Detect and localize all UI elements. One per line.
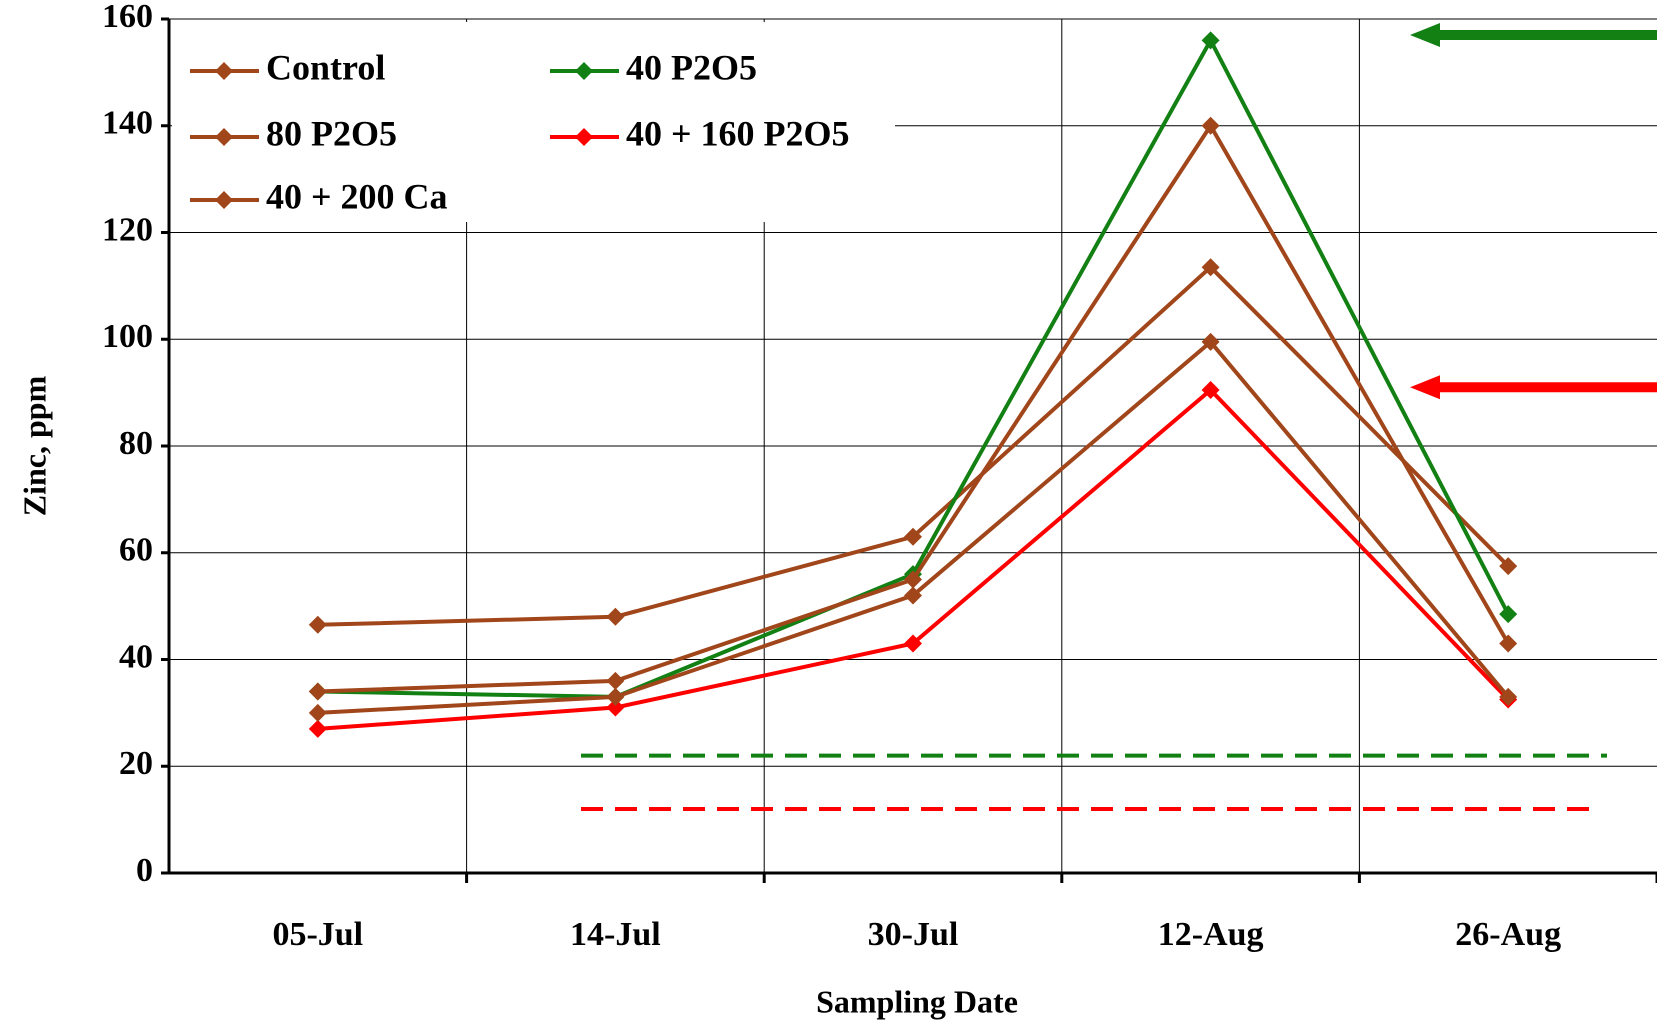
legend-label: 40 P2O5	[626, 47, 757, 87]
data-point	[308, 703, 327, 722]
y-tick-label: 0	[136, 852, 153, 889]
x-tick-label: 05-Jul	[272, 916, 363, 953]
y-tick-label: 160	[102, 0, 153, 35]
x-tick-label: 12-Aug	[1158, 916, 1264, 953]
x-tick-label: 26-Aug	[1455, 916, 1561, 953]
y-tick-label: 60	[119, 532, 153, 569]
x-axis-title: Sampling Date	[816, 983, 1018, 1019]
legend-marker	[575, 62, 593, 80]
data-point	[1201, 380, 1220, 399]
x-tick-label: 30-Jul	[868, 916, 959, 953]
legend-marker	[215, 128, 233, 146]
data-point	[308, 682, 327, 701]
legend-marker	[215, 62, 233, 80]
data-point	[1499, 634, 1518, 653]
legend-marker	[215, 191, 233, 209]
data-point	[606, 687, 625, 706]
data-point	[904, 586, 922, 605]
series-line	[317, 387, 1510, 731]
legend-label: 80 P2O5	[266, 113, 397, 153]
arrow	[1410, 375, 1657, 400]
data-point	[606, 607, 625, 626]
data-point	[1499, 687, 1518, 706]
data-point	[1499, 557, 1518, 576]
legend-label: 40 + 160 P2O5	[626, 113, 850, 153]
arrow	[1410, 23, 1657, 48]
y-tick-label: 100	[102, 318, 153, 355]
y-axis-title: Zinc, ppm	[16, 375, 52, 516]
legend-background	[172, 22, 895, 222]
data-point	[1201, 258, 1220, 277]
series-line	[317, 339, 1510, 715]
legend-label: Control	[266, 47, 385, 87]
legend-label: 40 + 200 Ca	[266, 176, 448, 216]
data-point	[606, 671, 625, 690]
legend-marker	[575, 128, 593, 146]
data-point	[308, 719, 327, 738]
data-point	[1499, 605, 1518, 624]
y-tick-label: 40	[119, 638, 153, 675]
y-tick-label: 20	[119, 745, 153, 782]
data-point	[904, 570, 922, 589]
data-point	[904, 527, 922, 546]
data-point	[1201, 332, 1220, 351]
x-tick-label: 14-Jul	[570, 916, 661, 953]
y-tick-label: 120	[102, 211, 153, 248]
data-point	[308, 615, 327, 634]
y-tick-label: 140	[102, 105, 153, 142]
data-point	[1201, 31, 1220, 50]
data-point	[904, 634, 922, 653]
y-tick-label: 80	[119, 425, 153, 462]
data-point	[1201, 116, 1220, 135]
data-point	[606, 698, 625, 717]
